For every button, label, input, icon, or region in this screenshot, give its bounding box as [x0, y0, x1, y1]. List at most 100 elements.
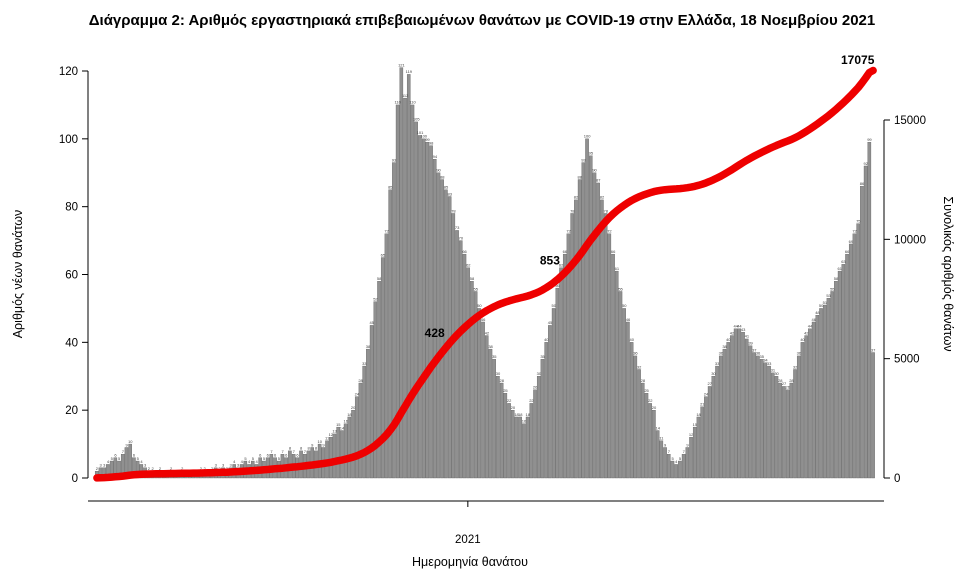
bar-label: 2 [181, 466, 184, 471]
bar [644, 393, 649, 479]
bar-label: 44 [733, 324, 738, 329]
bar [860, 186, 864, 479]
bar [551, 308, 556, 479]
bar [767, 365, 771, 479]
bar-label: 4 [675, 459, 678, 464]
bar [793, 369, 797, 479]
bar-label: 2 [96, 466, 99, 471]
x-axis-tick-label: 2021 [455, 534, 481, 546]
bar-label: 6 [259, 452, 262, 457]
bar [652, 409, 656, 479]
bar [600, 199, 604, 479]
bar [570, 213, 574, 479]
bar [774, 376, 779, 479]
bar [507, 403, 511, 479]
bar-label: 2 [203, 466, 206, 471]
line-annotation: 17075 [841, 53, 875, 67]
bar-label: 5 [111, 456, 114, 461]
bar-label: 28 [778, 378, 783, 383]
bar-label: 8 [315, 446, 318, 451]
bar-label: 6 [296, 452, 299, 457]
bar-label: 119 [406, 69, 413, 74]
bar-label: 42 [485, 330, 490, 335]
bar [796, 355, 801, 479]
bar [432, 159, 437, 479]
bar-label: 55 [830, 286, 835, 291]
bar [852, 233, 857, 479]
bar [759, 359, 764, 479]
bar-label: 15 [693, 422, 698, 427]
bar-label: 44 [737, 324, 742, 329]
bar-label: 50 [622, 303, 627, 308]
bar-label: 36 [633, 351, 638, 356]
bar [607, 233, 612, 479]
bar [674, 464, 678, 479]
bar [332, 433, 337, 479]
bar-label: 110 [409, 100, 416, 105]
bar [366, 348, 370, 479]
bar-label: 66 [845, 249, 850, 254]
bar [744, 338, 749, 479]
bar-label: 100 [584, 134, 591, 139]
bar-label: 30 [774, 371, 779, 376]
bar [685, 447, 690, 479]
bar-label: 52 [373, 296, 378, 301]
bar-label: 24 [355, 391, 360, 396]
bar-label: 88 [577, 174, 582, 179]
bar-label: 3 [229, 463, 232, 468]
bar [611, 253, 615, 479]
bar-label: 94 [433, 154, 438, 159]
bar [681, 454, 686, 479]
bar [559, 267, 563, 479]
bar [689, 437, 693, 479]
bar-label: 69 [849, 239, 854, 244]
bar-label: 61 [615, 266, 620, 271]
bar-label: 58 [834, 276, 839, 281]
bar [525, 416, 530, 479]
line-annotation: 428 [425, 326, 445, 340]
bar-label: 27 [782, 381, 787, 386]
left-axis-tick-label: 0 [72, 473, 78, 485]
bar [867, 142, 872, 479]
bar-label: 33 [767, 361, 772, 366]
bar-label: 28 [789, 378, 794, 383]
bar-label: 99 [867, 137, 872, 142]
bar-label: 62 [559, 263, 564, 268]
bar [692, 426, 697, 479]
bar [737, 328, 742, 479]
bar-label: 5 [118, 456, 121, 461]
bar-label: 38 [488, 344, 493, 349]
bar-label: 85 [388, 185, 393, 190]
bar-label: 2 [200, 466, 203, 471]
bar [592, 172, 597, 479]
bar [536, 376, 541, 479]
bar-label: 20 [351, 405, 356, 410]
bar-label: 58 [470, 276, 475, 281]
bar [848, 243, 853, 479]
bar-label: 2 [159, 466, 162, 471]
bar [362, 365, 366, 479]
bar-label: 3 [215, 463, 218, 468]
bar-label: 85 [444, 185, 449, 190]
bar-label: 42 [804, 330, 809, 335]
bar-label: 63 [841, 259, 846, 264]
bar-label: 32 [637, 364, 642, 369]
bar [399, 67, 404, 479]
cumulative-line-layer [93, 66, 877, 482]
bar-label: 48 [815, 310, 820, 315]
bar [425, 142, 430, 479]
bar-label: 16 [343, 419, 348, 424]
bar [730, 335, 734, 479]
bar-label: 12 [329, 432, 334, 437]
left-axis-tick-label: 120 [59, 66, 78, 78]
bar-label: 5 [244, 456, 247, 461]
bar [715, 365, 719, 479]
bar [477, 308, 482, 479]
right-axis-tick-label: 15000 [894, 115, 926, 127]
bar-label: 88 [440, 174, 445, 179]
right-axis-tick-label: 10000 [894, 234, 926, 246]
bar [336, 426, 340, 479]
bar-label: 30 [537, 371, 542, 376]
bar [782, 386, 786, 479]
